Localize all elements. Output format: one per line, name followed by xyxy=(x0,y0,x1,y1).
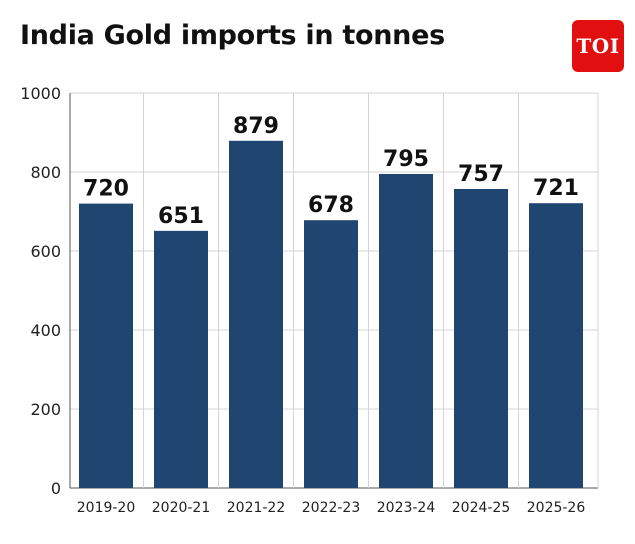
data-label: 721 xyxy=(533,176,579,201)
bar-2020-21 xyxy=(154,230,208,489)
x-tick-label: 2021-22 xyxy=(227,500,286,516)
bar-2022-23 xyxy=(304,220,358,488)
data-label: 757 xyxy=(458,162,504,187)
bar-2025-26 xyxy=(529,203,583,488)
data-label: 879 xyxy=(233,114,279,139)
data-label: 795 xyxy=(383,147,429,172)
x-tick-label: 2022-23 xyxy=(302,500,361,516)
y-tick-label: 800 xyxy=(30,163,61,182)
bar-2021-22 xyxy=(229,140,283,489)
x-tick-label: 2019-20 xyxy=(77,500,136,516)
x-tick-label: 2025-26 xyxy=(527,500,586,516)
data-label: 678 xyxy=(308,193,354,218)
bars xyxy=(79,140,583,489)
y-tick-label: 600 xyxy=(30,242,61,261)
x-tick-label: 2024-25 xyxy=(452,500,511,516)
bar-2023-24 xyxy=(379,173,433,488)
data-label: 720 xyxy=(83,177,129,202)
y-tick-label: 1000 xyxy=(20,84,61,103)
y-tick-label: 200 xyxy=(30,400,61,419)
labels: 0 200 400 600 800 1000 720 2019-20 651 2020-21 879… xyxy=(20,84,585,516)
bar-2019-20 xyxy=(79,203,133,488)
y-tick-label: 0 xyxy=(51,479,61,498)
bar-2024-25 xyxy=(454,188,508,489)
data-label: 651 xyxy=(158,204,204,229)
x-tick-label: 2020-21 xyxy=(152,500,211,516)
toi-logo: TOI xyxy=(572,20,624,72)
y-tick-label: 400 xyxy=(30,321,61,340)
chart-title: India Gold imports in tonnes xyxy=(20,20,445,51)
x-tick-label: 2023-24 xyxy=(377,500,436,516)
